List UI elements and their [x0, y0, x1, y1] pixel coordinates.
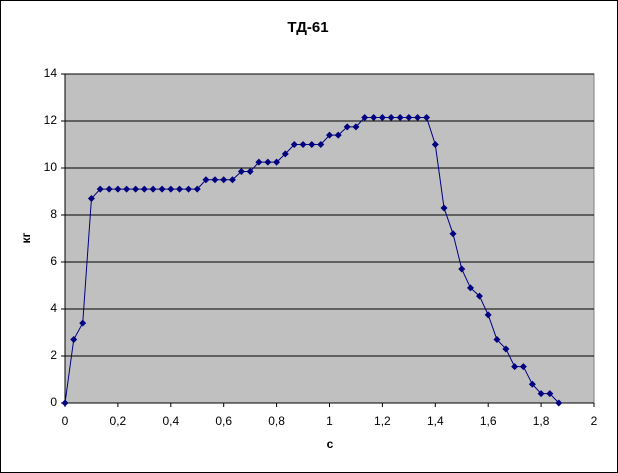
data-point	[220, 176, 228, 184]
x-tick-label: 2	[591, 414, 598, 428]
data-point	[484, 311, 492, 319]
data-point	[493, 336, 501, 344]
data-point	[132, 185, 140, 193]
data-point	[334, 131, 342, 139]
data-point	[458, 265, 466, 273]
data-point	[299, 141, 307, 148]
y-tick-label: 14	[44, 66, 58, 80]
data-point	[255, 158, 263, 166]
data-point	[237, 168, 245, 176]
y-tick-label: 4	[50, 301, 57, 315]
x-tick-label: 1	[326, 414, 333, 428]
data-point	[202, 176, 210, 184]
y-tick-label: 8	[50, 207, 57, 221]
data-point	[264, 158, 272, 166]
data-point	[423, 113, 431, 121]
data-point	[123, 185, 131, 193]
data-point	[114, 185, 122, 193]
data-point	[96, 185, 104, 193]
data-point	[352, 123, 360, 131]
x-tick-label: 0,6	[215, 414, 232, 428]
data-point	[140, 185, 148, 193]
x-tick-label: 1,4	[427, 414, 444, 428]
data-point	[466, 284, 474, 292]
x-axis-label: с	[327, 437, 334, 451]
data-point	[414, 113, 422, 121]
x-tick-label: 1,2	[374, 414, 391, 428]
data-point	[149, 185, 157, 193]
data-point	[555, 399, 563, 407]
data-point	[308, 141, 316, 148]
data-point	[449, 230, 457, 238]
data-point	[281, 150, 289, 158]
y-tick-label: 2	[50, 348, 57, 362]
x-tick-label: 0,8	[268, 414, 285, 428]
data-point	[396, 113, 404, 121]
data-point	[343, 123, 351, 131]
data-point	[361, 113, 369, 121]
data-point	[475, 292, 483, 300]
data-point	[502, 345, 510, 353]
data-point	[228, 176, 236, 184]
data-point	[158, 185, 166, 193]
data-point	[511, 363, 519, 371]
data-point	[378, 113, 386, 121]
data-point	[246, 168, 254, 176]
x-tick-label: 0,2	[110, 414, 127, 428]
data-point	[440, 204, 448, 212]
data-point	[167, 185, 175, 193]
data-point	[546, 390, 554, 398]
y-axis-label: кг	[19, 232, 33, 243]
y-tick-label: 6	[50, 254, 57, 268]
data-point	[79, 319, 87, 327]
data-point	[185, 185, 193, 193]
data-point	[176, 185, 184, 193]
data-point	[61, 399, 69, 407]
data-point	[290, 141, 298, 148]
chart-title: ТД-61	[287, 19, 328, 36]
plot-area	[64, 73, 595, 404]
data-point	[326, 131, 333, 139]
y-tick-label: 10	[44, 160, 58, 174]
y-tick-label: 0	[50, 395, 57, 409]
data-point	[387, 113, 395, 121]
x-tick-label: 1,8	[533, 414, 550, 428]
data-point	[537, 390, 545, 398]
data-point	[105, 185, 113, 193]
x-tick-label: 0	[62, 414, 69, 428]
data-point	[87, 195, 95, 203]
data-point	[431, 141, 439, 148]
x-tick-label: 0,4	[162, 414, 179, 428]
data-point	[405, 113, 413, 121]
y-tick-label: 12	[44, 113, 58, 127]
data-point	[211, 176, 219, 184]
data-point	[317, 141, 325, 148]
data-point	[528, 380, 536, 388]
x-tick-label: 1,6	[480, 414, 497, 428]
data-point	[70, 336, 78, 344]
data-point	[273, 158, 281, 166]
data-point	[193, 185, 201, 193]
data-point	[519, 363, 527, 371]
data-point	[370, 113, 378, 121]
